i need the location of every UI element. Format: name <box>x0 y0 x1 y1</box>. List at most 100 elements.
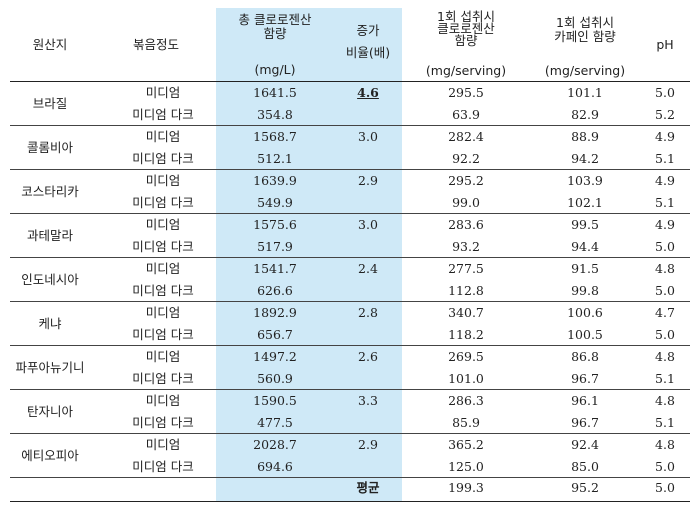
serving-caffeine-cell: 85.0 <box>571 459 599 474</box>
serving-cga-cell: 365.2 <box>448 437 484 452</box>
group-divider <box>10 169 690 170</box>
header-serving-caffeine-unit: (mg/serving) <box>544 63 626 78</box>
header-serving-cga-line2: 클로로젠산 <box>437 21 495 36</box>
origin-cell: 브라질 <box>32 96 68 111</box>
group-divider <box>10 125 690 126</box>
ph-cell: 5.1 <box>655 151 675 166</box>
total-cga-cell: 1541.7 <box>253 261 297 276</box>
ratio-cell: 2.6 <box>358 349 378 364</box>
roast-cell: 미디엄 다크 <box>132 151 194 166</box>
roast-cell: 미디엄 <box>145 261 181 276</box>
ratio-cell: 3.3 <box>358 393 378 408</box>
ph-cell: 5.0 <box>655 85 675 100</box>
serving-cga-cell: 269.5 <box>448 349 484 364</box>
serving-caffeine-cell: 86.8 <box>571 349 599 364</box>
origin-cell: 파푸아뉴기니 <box>15 360 85 375</box>
table-bottom-rule <box>10 501 690 502</box>
roast-cell: 미디엄 <box>145 129 181 144</box>
serving-cga-cell: 85.9 <box>452 415 480 430</box>
roast-cell: 미디엄 <box>145 217 181 232</box>
serving-cga-cell: 125.0 <box>448 459 484 474</box>
origin-cell: 에티오피아 <box>21 448 79 463</box>
total-cga-cell: 656.7 <box>257 327 293 342</box>
serving-cga-cell: 286.3 <box>448 393 484 408</box>
group-divider <box>10 301 690 302</box>
serving-cga-cell: 99.0 <box>452 195 480 210</box>
serving-caffeine-cell: 91.5 <box>571 261 599 276</box>
ph-cell: 5.0 <box>655 239 675 254</box>
roast-cell: 미디엄 다크 <box>132 195 194 210</box>
serving-caffeine-cell: 96.7 <box>571 371 599 386</box>
serving-cga-cell: 92.2 <box>452 151 480 166</box>
serving-cga-cell: 277.5 <box>448 261 484 276</box>
header-serving-caffeine-line1: 1회 섭취시 <box>556 15 614 30</box>
ratio-cell: 3.0 <box>358 217 378 232</box>
serving-cga-cell: 295.2 <box>448 173 484 188</box>
highlight-column-band <box>216 8 402 502</box>
ratio-cell: 2.4 <box>358 261 378 276</box>
group-divider <box>10 345 690 346</box>
roast-cell: 미디엄 다크 <box>132 415 194 430</box>
total-cga-cell: 1641.5 <box>253 85 297 100</box>
group-divider <box>10 389 690 390</box>
serving-caffeine-cell: 96.1 <box>571 393 599 408</box>
ratio-cell: 2.8 <box>358 305 378 320</box>
total-cga-cell: 1639.9 <box>253 173 297 188</box>
total-cga-cell: 1590.5 <box>253 393 297 408</box>
header-serving-cga-line3: 함량 <box>454 33 478 48</box>
ph-cell: 4.9 <box>655 173 675 188</box>
serving-caffeine-cell: 96.7 <box>571 415 599 430</box>
total-cga-cell: 560.9 <box>257 371 293 386</box>
header-serving-cga-line1: 1회 섭취시 <box>437 9 495 24</box>
ph-cell: 4.9 <box>655 217 675 232</box>
ratio-cell: 3.0 <box>358 129 378 144</box>
header-ratio-line1: 증가 <box>356 23 380 38</box>
total-cga-cell: 549.9 <box>257 195 293 210</box>
serving-caffeine-cell: 94.4 <box>571 239 599 254</box>
total-cga-cell: 694.6 <box>257 459 293 474</box>
origin-cell: 인도네시아 <box>21 272 79 287</box>
origin-cell: 케냐 <box>38 316 62 331</box>
serving-caffeine-cell: 101.1 <box>567 85 603 100</box>
serving-caffeine-cell: 103.9 <box>567 173 603 188</box>
serving-caffeine-cell: 94.2 <box>571 151 599 166</box>
ratio-cell: 2.9 <box>358 437 378 452</box>
roast-cell: 미디엄 다크 <box>132 107 194 122</box>
ph-cell: 4.8 <box>655 261 675 276</box>
serving-caffeine-cell: 100.5 <box>567 327 603 342</box>
serving-caffeine-cell: 100.6 <box>567 305 603 320</box>
total-cga-cell: 626.6 <box>257 283 293 298</box>
ph-cell: 4.9 <box>655 129 675 144</box>
ph-cell: 5.0 <box>655 327 675 342</box>
roast-cell: 미디엄 다크 <box>132 371 194 386</box>
ph-cell: 4.8 <box>655 437 675 452</box>
ph-cell: 5.1 <box>655 371 675 386</box>
roast-cell: 미디엄 다크 <box>132 327 194 342</box>
average-serving-cga: 199.3 <box>448 480 484 495</box>
total-cga-cell: 1497.2 <box>253 349 297 364</box>
serving-cga-cell: 340.7 <box>448 305 484 320</box>
serving-cga-cell: 101.0 <box>448 371 484 386</box>
serving-caffeine-cell: 99.5 <box>571 217 599 232</box>
group-divider <box>10 213 690 214</box>
serving-cga-cell: 118.2 <box>448 327 484 342</box>
roast-cell: 미디엄 다크 <box>132 239 194 254</box>
serving-cga-cell: 282.4 <box>448 129 484 144</box>
average-serving-caffeine: 95.2 <box>571 480 599 495</box>
origin-cell: 콜롬비아 <box>26 140 73 155</box>
roast-cell: 미디엄 <box>145 393 181 408</box>
roast-cell: 미디엄 <box>145 305 181 320</box>
total-cga-cell: 512.1 <box>257 151 293 166</box>
serving-cga-cell: 63.9 <box>452 107 480 122</box>
total-cga-cell: 1568.7 <box>253 129 297 144</box>
total-cga-cell: 354.8 <box>257 107 293 122</box>
ph-cell: 5.1 <box>655 415 675 430</box>
serving-caffeine-cell: 102.1 <box>567 195 603 210</box>
serving-cga-cell: 93.2 <box>452 239 480 254</box>
ratio-cell: 4.6 <box>357 85 379 100</box>
ph-cell: 5.1 <box>655 195 675 210</box>
serving-caffeine-cell: 99.8 <box>571 283 599 298</box>
header-origin: 원산지 <box>32 37 68 52</box>
roast-cell: 미디엄 <box>145 437 181 452</box>
origin-cell: 탄자니아 <box>26 404 73 419</box>
